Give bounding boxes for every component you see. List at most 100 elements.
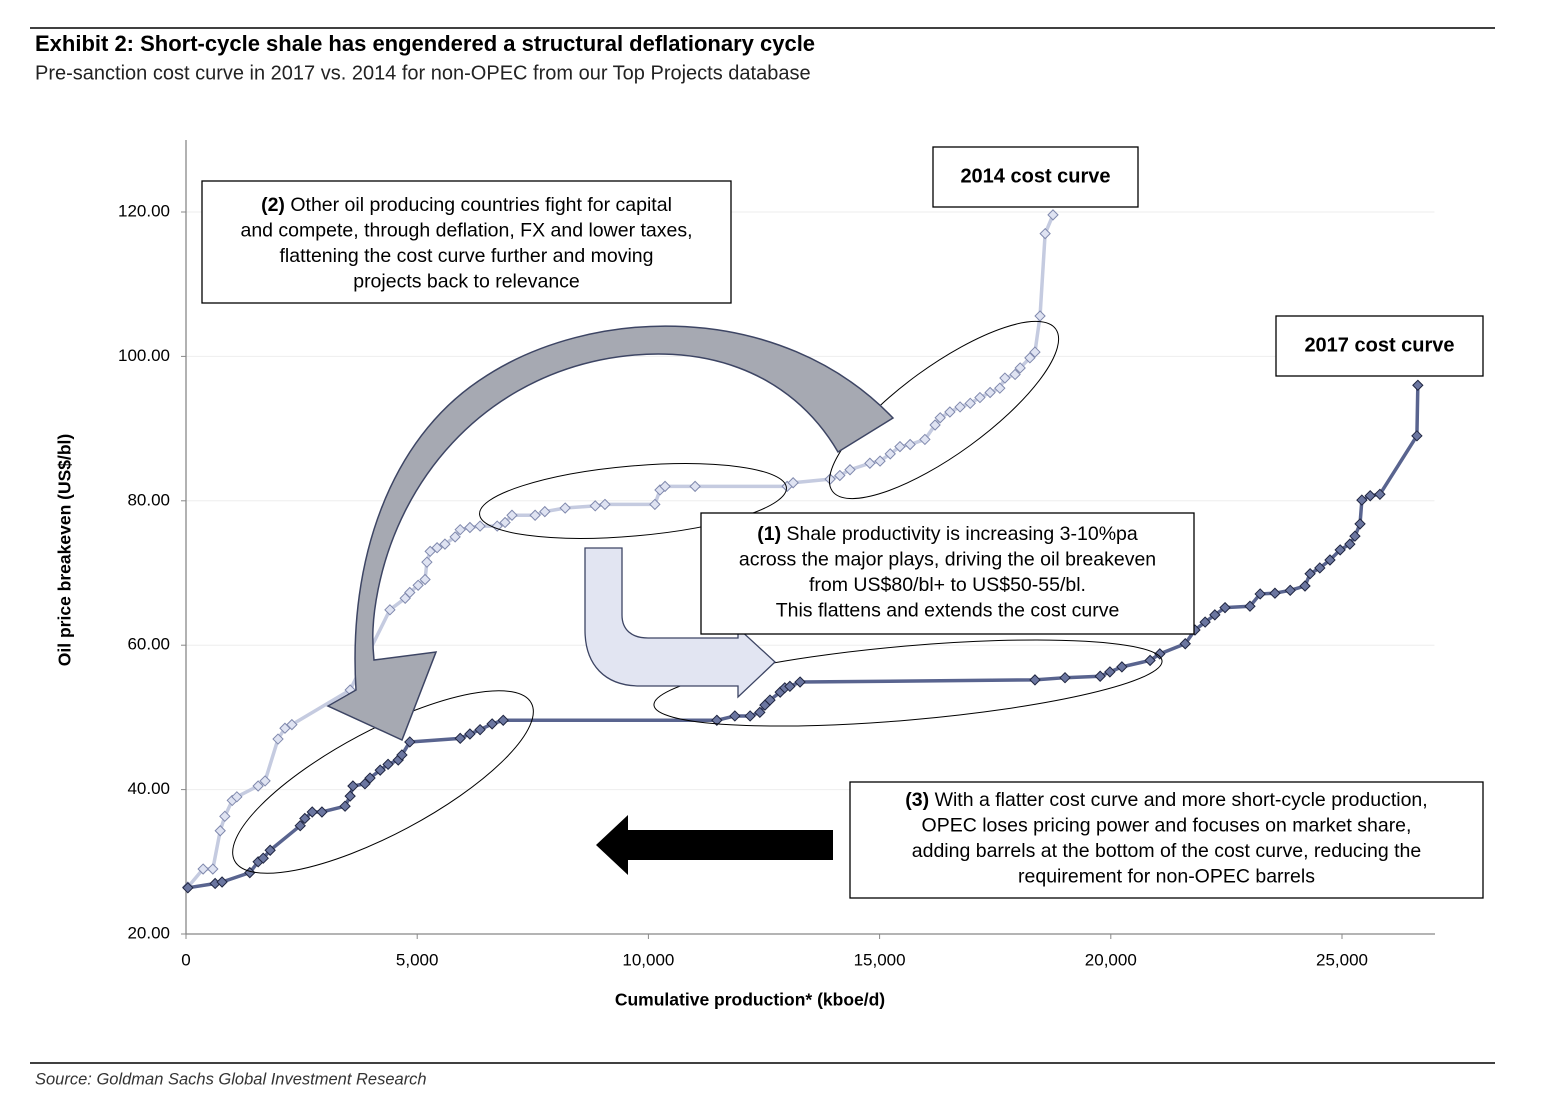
point-marker <box>984 386 996 399</box>
point-marker <box>1059 671 1071 684</box>
annotation-text: Other oil producing countries fight for … <box>290 194 672 216</box>
point-marker <box>954 401 966 413</box>
point-marker <box>794 676 806 688</box>
annotation-text: from US$80/bl+ to US$50-55/bl. <box>809 574 1086 596</box>
point-marker <box>491 520 503 532</box>
point-marker <box>529 509 541 521</box>
point-marker <box>964 397 976 410</box>
annotation-text: With a flatter cost curve and more short… <box>935 789 1428 811</box>
point-marker <box>264 844 276 856</box>
highlight-ellipse <box>828 320 1060 500</box>
point-marker <box>382 758 394 771</box>
annotation-text: This flattens and extends the cost curve <box>776 600 1120 622</box>
annotation-marker: (3) <box>905 789 929 811</box>
point-marker <box>486 718 498 730</box>
x-tick-label: 10,000 <box>622 950 674 969</box>
point-marker <box>1047 209 1059 221</box>
point-marker <box>999 372 1011 384</box>
annotation-text: and compete, through deflation, FX and l… <box>240 220 692 242</box>
point-marker <box>421 556 433 568</box>
point-marker <box>919 433 931 446</box>
annotation-line: flattening the cost curve further and mo… <box>280 245 654 267</box>
point-marker <box>1029 346 1041 358</box>
point-marker <box>474 520 486 532</box>
point-marker <box>257 852 269 864</box>
point-marker <box>344 790 356 802</box>
point-marker <box>347 780 359 792</box>
point-marker <box>252 780 264 792</box>
point-marker <box>559 502 571 514</box>
bent-arrow <box>584 547 776 699</box>
point-marker <box>1199 616 1211 628</box>
x-tick-label: 5,000 <box>396 950 439 969</box>
annotation-line: from US$80/bl+ to US$50-55/bl. <box>809 574 1086 596</box>
annotation-line: requirement for non-OPEC barrels <box>1018 866 1315 888</box>
y-tick-label: 40.00 <box>127 779 170 798</box>
point-marker <box>1009 368 1021 381</box>
point-marker <box>1374 488 1386 501</box>
point-marker <box>929 419 941 431</box>
point-marker <box>744 710 756 722</box>
point-marker <box>474 723 486 736</box>
highlight-ellipse <box>653 639 1163 727</box>
point-marker <box>1334 544 1346 556</box>
annotation-line: This flattens and extends the cost curve <box>776 600 1120 622</box>
point-marker <box>787 477 799 489</box>
point-marker <box>1029 674 1041 686</box>
point-marker <box>294 819 306 832</box>
legend-label: 2014 cost curve <box>960 165 1110 187</box>
y-tick-label: 120.00 <box>118 201 170 220</box>
point-marker <box>1039 227 1051 240</box>
left-arrow <box>596 815 833 875</box>
point-marker <box>1244 600 1256 612</box>
point-marker <box>216 876 228 888</box>
point-marker <box>1299 580 1311 592</box>
chart-subtitle: Pre-sanction cost curve in 2017 vs. 2014… <box>35 62 811 84</box>
annotation-line: across the major plays, driving the oil … <box>739 549 1156 571</box>
point-marker <box>729 710 741 722</box>
point-marker <box>649 498 661 511</box>
point-marker <box>1364 490 1376 502</box>
annotation-line: (1) Shale productivity is increasing 3-1… <box>757 523 1138 545</box>
legend-box <box>932 146 1139 208</box>
point-marker <box>784 680 796 693</box>
point-marker <box>711 714 723 726</box>
point-marker <box>904 438 916 451</box>
annotation-text: projects back to relevance <box>353 271 580 293</box>
point-marker <box>994 382 1006 394</box>
chart-title: Exhibit 2: Short-cycle shale has engende… <box>35 31 815 56</box>
annotation-line: and compete, through deflation, FX and l… <box>240 220 692 242</box>
point-marker <box>182 882 194 894</box>
point-marker <box>316 806 328 818</box>
annotation-line: projects back to relevance <box>353 271 580 293</box>
annotation-text: across the major plays, driving the oil … <box>739 549 1156 571</box>
point-marker <box>454 523 466 536</box>
y-tick-label: 100.00 <box>118 346 170 365</box>
point-marker <box>359 778 371 790</box>
y-tick-label: 20.00 <box>127 923 170 942</box>
annotation-line: OPEC loses pricing power and focuses on … <box>922 815 1412 837</box>
point-marker <box>207 863 219 875</box>
annotation-box <box>201 180 732 304</box>
data-layer <box>182 209 1424 894</box>
point-marker <box>1304 568 1316 580</box>
annotation-text: OPEC loses pricing power and focuses on … <box>922 815 1412 837</box>
point-marker <box>974 391 986 404</box>
point-marker <box>197 863 209 875</box>
point-marker <box>894 440 906 453</box>
point-marker <box>499 516 511 529</box>
point-marker <box>844 464 856 476</box>
point-marker <box>539 505 551 518</box>
point-marker <box>1354 518 1366 530</box>
point-marker <box>1344 538 1356 550</box>
annotation-marker: (1) <box>757 523 781 545</box>
point-marker <box>1094 670 1106 682</box>
point-marker <box>364 772 376 784</box>
point-marker <box>464 728 476 740</box>
point-marker <box>396 749 408 761</box>
point-marker <box>1314 562 1326 574</box>
annotation-box <box>700 512 1195 635</box>
point-marker <box>589 500 601 512</box>
point-marker <box>1411 430 1423 442</box>
point-marker <box>374 764 386 776</box>
